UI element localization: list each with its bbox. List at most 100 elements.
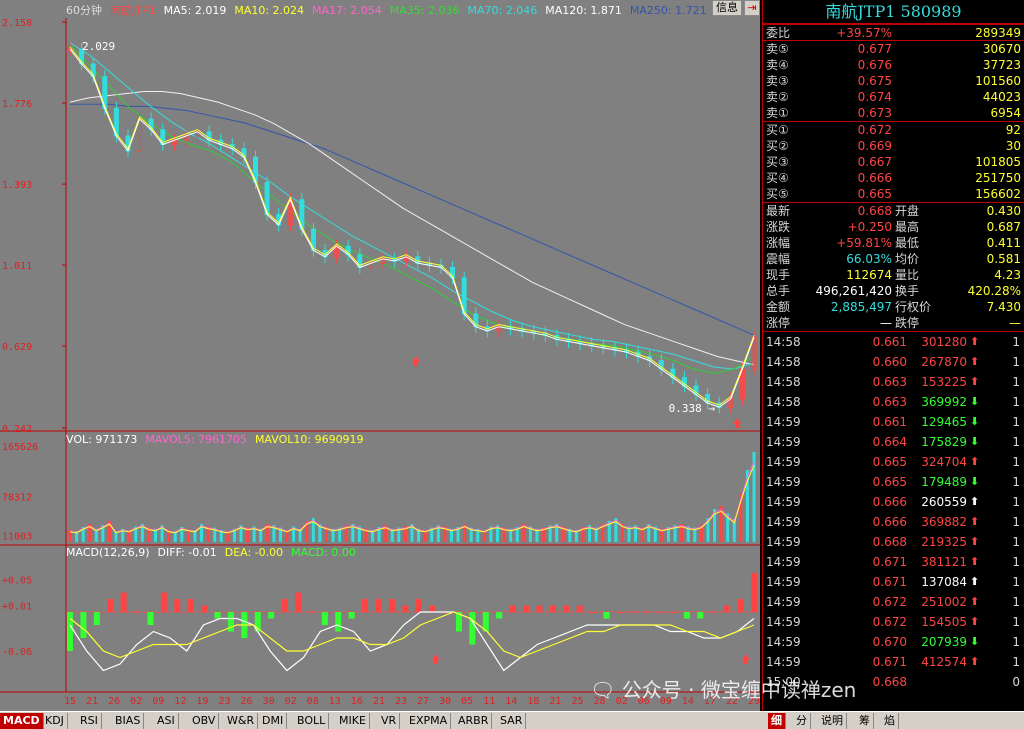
macd-bar-45 bbox=[670, 612, 677, 613]
vol-bar-78 bbox=[581, 527, 585, 542]
macd-bar-16 bbox=[281, 599, 288, 612]
ma-legend-0: MA5: 2.019 bbox=[163, 4, 227, 17]
xtick-4: 09 bbox=[152, 696, 164, 707]
tab-rsi[interactable]: RSI bbox=[77, 713, 102, 729]
macd-legend-0: MACD(12,26,9) bbox=[66, 546, 150, 559]
tab-arbr[interactable]: ARBR bbox=[455, 713, 493, 729]
xtick-0: 15 bbox=[64, 696, 76, 707]
xtick-1: 21 bbox=[86, 696, 98, 707]
side-tab-2[interactable]: 说明 bbox=[818, 713, 847, 729]
vol-bar-50 bbox=[397, 527, 401, 542]
ma250-line bbox=[70, 103, 755, 336]
macd-bar-6 bbox=[147, 612, 154, 625]
chart-panel[interactable]: 2.158 1.776 1.393 1.011 0.629 0.242 2.029 0.338… bbox=[0, 0, 760, 711]
vol-bar-90 bbox=[660, 528, 664, 542]
macd-bar-14 bbox=[254, 612, 261, 632]
vol-bar-54 bbox=[423, 530, 427, 542]
buy-arrow-price-1 bbox=[412, 356, 420, 366]
xtick-23: 25 bbox=[571, 696, 583, 707]
xtick-20: 14 bbox=[505, 696, 517, 707]
macd-bar-24 bbox=[388, 599, 395, 612]
vol-bar-66 bbox=[502, 527, 506, 542]
xtick-28: 14 bbox=[682, 696, 694, 707]
vol-bar-34 bbox=[292, 526, 296, 542]
vol-bar-37 bbox=[311, 518, 315, 542]
side-tab-4[interactable]: 焰 bbox=[881, 713, 899, 729]
macd-bar-30 bbox=[469, 612, 476, 645]
tab-vr[interactable]: VR bbox=[378, 713, 401, 729]
tab-asi[interactable]: ASI bbox=[154, 713, 179, 729]
vol-bar-68 bbox=[515, 527, 519, 542]
xtick-3: 02 bbox=[130, 696, 142, 707]
vol-bar-61 bbox=[469, 527, 473, 542]
ma70-line bbox=[69, 42, 755, 370]
vol-bar-39 bbox=[325, 526, 328, 542]
tick-row: 14:59 0.665 179489 ⬇ 1 bbox=[763, 472, 1024, 492]
up-arrow-icon: ⬆ bbox=[970, 515, 980, 528]
buy-level-4: 买④ 0.666 251750 bbox=[766, 171, 1021, 185]
vol-bar-83 bbox=[614, 518, 618, 542]
macd-bar-51 bbox=[751, 573, 757, 612]
xtick-17: 30 bbox=[439, 696, 451, 707]
macd-bar-36 bbox=[549, 605, 556, 612]
xtick-11: 08 bbox=[307, 696, 319, 707]
vol-bar-62 bbox=[476, 528, 480, 542]
vol-bar-94 bbox=[686, 526, 690, 542]
tick-row: 14:58 0.660 267870 ⬆ 1 bbox=[763, 352, 1024, 372]
side-tab-1[interactable]: 分 bbox=[793, 713, 811, 729]
vol-bar-3 bbox=[88, 524, 92, 542]
macd-bar-44 bbox=[657, 612, 664, 613]
vol-bar-101 bbox=[732, 519, 736, 542]
vol-bar-45 bbox=[364, 528, 368, 542]
vol-bar-98 bbox=[713, 509, 717, 542]
vol-bar-74 bbox=[555, 524, 559, 542]
ytick-label-1: 1.776 bbox=[2, 99, 32, 110]
tick-row: 14:59 0.664 175829 ⬇ 1 bbox=[763, 432, 1024, 452]
tab-kdj[interactable]: KDJ bbox=[42, 713, 68, 729]
info-button[interactable]: 信息 bbox=[712, 0, 742, 16]
vol-bar-20 bbox=[200, 524, 204, 542]
macd-bar-48 bbox=[710, 612, 717, 613]
ytick-label-2: 1.393 bbox=[2, 180, 32, 191]
tab-boll[interactable]: BOLL bbox=[294, 713, 330, 729]
buy-arrow-macd-2 bbox=[742, 654, 750, 664]
macd-bar-34 bbox=[523, 605, 529, 612]
vol-bar-76 bbox=[568, 528, 572, 542]
tab-obv[interactable]: OBV bbox=[189, 713, 220, 729]
vol-bar-25 bbox=[232, 528, 236, 542]
tab-expma[interactable]: EXPMA bbox=[406, 713, 452, 729]
xtick-30: 22 bbox=[726, 696, 738, 707]
tab-dmi[interactable]: DMI bbox=[259, 713, 288, 729]
tab-wr[interactable]: W&R bbox=[224, 713, 259, 729]
vol-bar-56 bbox=[436, 525, 440, 542]
ma10-line bbox=[69, 46, 755, 406]
tab-macd[interactable]: MACD bbox=[0, 713, 44, 729]
tick-row: 14:59 0.666 369882 ⬆ 1 bbox=[763, 512, 1024, 532]
vol-bar-104 bbox=[752, 452, 756, 542]
macd-legend-1: DIFF: -0.01 bbox=[157, 546, 217, 559]
side-tab-0[interactable]: 细 bbox=[768, 713, 786, 729]
watermark: 🗨 公众号 · 微宝缠中读禅zen bbox=[590, 678, 857, 702]
tab-sar[interactable]: SAR bbox=[497, 713, 527, 729]
up-arrow-icon: ⬆ bbox=[970, 535, 980, 548]
ticks-box[interactable]: 14:58 0.661 301280 ⬆ 1 14:58 0.660 267870 ⬆ 1 14:5… bbox=[763, 331, 1024, 692]
side-tab-3[interactable]: 筹 bbox=[856, 713, 874, 729]
vol-bar-27 bbox=[246, 527, 250, 542]
vol-bar-103 bbox=[745, 470, 749, 542]
vol-bar-8 bbox=[121, 528, 125, 542]
xtick-31: 29 bbox=[748, 696, 760, 707]
indicator-tabs: MACD KDJ RSI BIAS ASI OBV W&R DMI BOLL MIKE VR EXPM… bbox=[0, 711, 1024, 729]
vol-ytick-1: 78312 bbox=[2, 493, 32, 504]
macd-legend-3: MACD: 0.00 bbox=[291, 546, 356, 559]
weibi-label: 委比 bbox=[766, 26, 791, 40]
tab-bias[interactable]: BIAS bbox=[112, 713, 145, 729]
vol-bar-5 bbox=[101, 525, 105, 542]
exit-button[interactable]: ⇥ bbox=[744, 0, 760, 16]
vol-bar-23 bbox=[219, 530, 223, 542]
vol-bar-17 bbox=[180, 527, 184, 542]
vol-bar-12 bbox=[147, 527, 151, 542]
tab-mike[interactable]: MIKE bbox=[336, 713, 370, 729]
macd-bar-33 bbox=[509, 605, 516, 612]
vol-bar-30 bbox=[265, 524, 269, 542]
chart-svg[interactable]: 2.158 1.776 1.393 1.011 0.629 0.242 2.029 0.338… bbox=[0, 0, 760, 711]
